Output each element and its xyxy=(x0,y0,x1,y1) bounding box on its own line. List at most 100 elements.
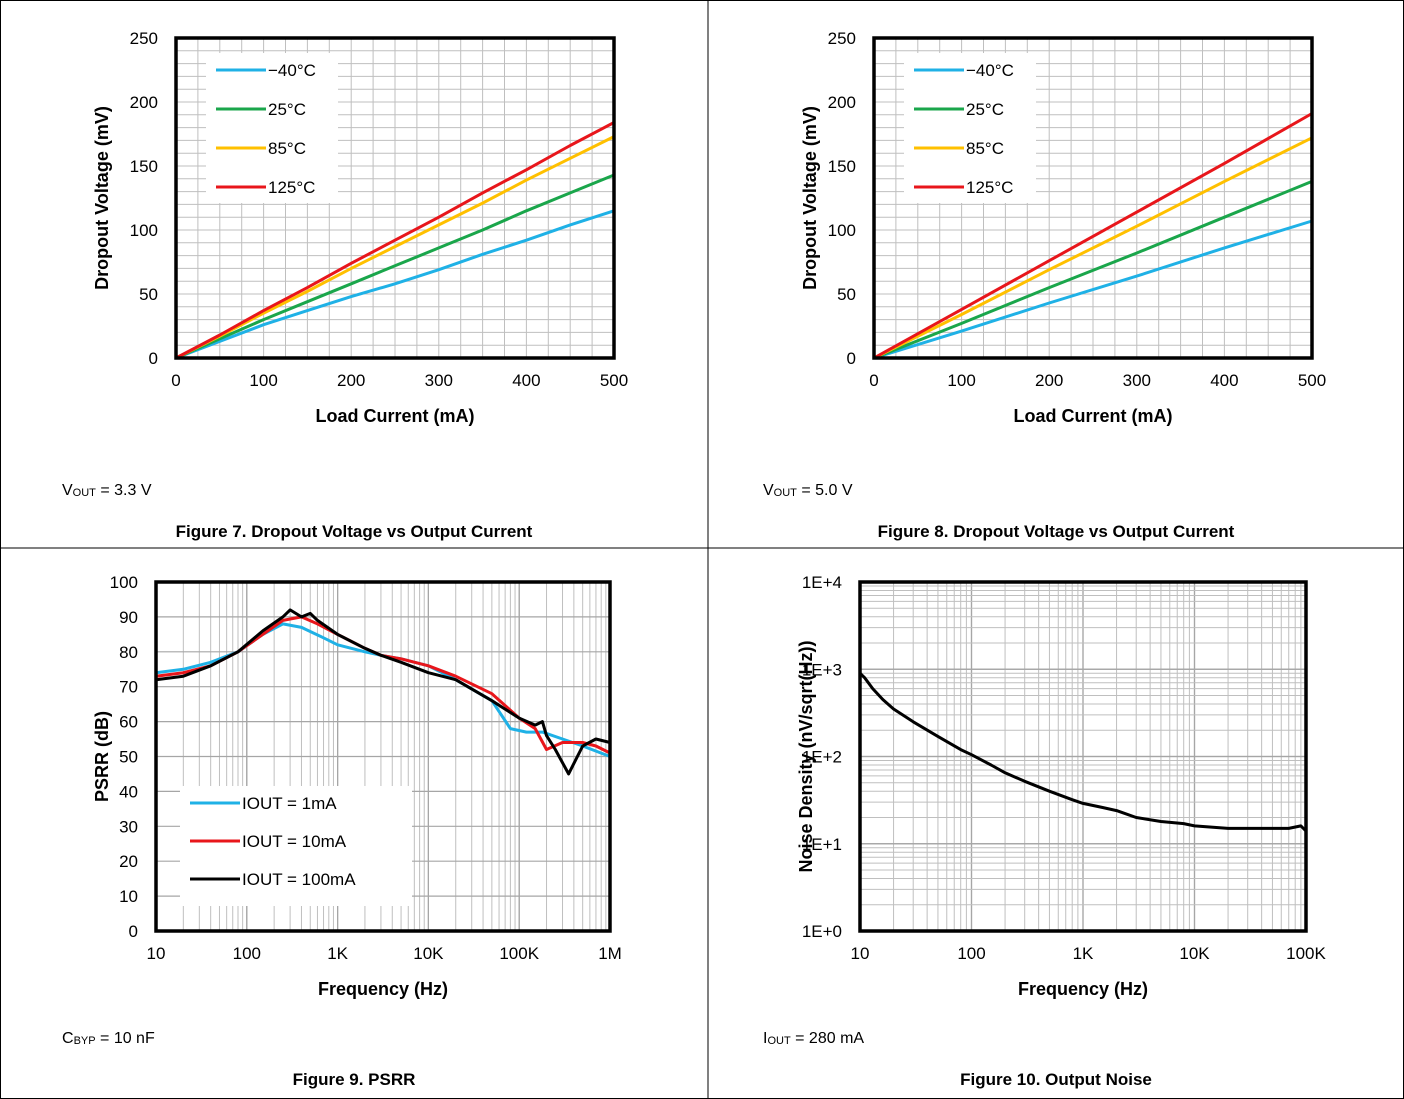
x-tick-label: 100 xyxy=(249,371,277,390)
y-tick-label: 50 xyxy=(139,285,158,304)
x-tick-label: 100K xyxy=(1286,944,1326,963)
legend-label: IOUT = 10mA xyxy=(242,832,347,851)
legend-box xyxy=(180,786,412,906)
series-line xyxy=(175,135,615,360)
condition-suffix: = 280 mA xyxy=(790,1030,865,1047)
y-tick-label: 100 xyxy=(828,221,856,240)
y-tick-label: 50 xyxy=(837,285,856,304)
legend-label: IOUT = 100mA xyxy=(242,870,356,889)
y-tick-label: 90 xyxy=(119,608,138,627)
plot-frame xyxy=(872,36,1314,360)
figure-9-panel: 10 100 1K 10K 100K 1M 0 10 20 30 40 50 60 70 80 90 100 Fr… xyxy=(0,548,708,1099)
noise-chart: 10 100 1K 10K 100K 1E+0 1E+1 1E+2 1E+3 1E+4 Freque… xyxy=(796,573,1327,999)
condition-vout-5v0: VOUT = 5.0 V xyxy=(763,482,853,500)
x-tick-label: 10 xyxy=(147,944,166,963)
y-tick-label: 200 xyxy=(828,93,856,112)
x-tick-label: 300 xyxy=(1123,371,1151,390)
condition-suffix: = 3.3 V xyxy=(95,482,152,499)
y-axis-label: Dropout Voltage (mV) xyxy=(92,106,112,290)
legend-label: 125°C xyxy=(966,178,1013,197)
series-line xyxy=(858,672,1308,833)
legend-label: 25°C xyxy=(268,100,306,119)
x-tick-label: 100 xyxy=(957,944,985,963)
x-axis-label: Load Current (mA) xyxy=(316,406,475,426)
y-tick-label: 30 xyxy=(119,817,138,836)
series-line xyxy=(155,622,611,758)
y-tick-label: 70 xyxy=(119,678,138,697)
condition-suffix: = 5.0 V xyxy=(796,482,853,499)
grid xyxy=(859,581,1307,932)
x-tick-label: 200 xyxy=(1035,371,1063,390)
y-axis-label: PSRR (dB) xyxy=(92,711,112,802)
series-line xyxy=(175,121,615,360)
x-tick-label: 10 xyxy=(851,944,870,963)
psrr-chart: 10 100 1K 10K 100K 1M 0 10 20 30 40 50 60 70 80 90 100 Fr… xyxy=(92,573,622,999)
y-tick-label: 60 xyxy=(119,713,138,732)
plot-frame xyxy=(858,580,1308,933)
y-axis-label: Dropout Voltage (mV) xyxy=(800,106,820,290)
x-tick-label: 0 xyxy=(171,371,180,390)
y-tick-label: 150 xyxy=(828,157,856,176)
y-tick-label: 1E+4 xyxy=(802,573,842,592)
series-line xyxy=(873,112,1313,360)
x-axis-label: Frequency (Hz) xyxy=(318,979,448,999)
y-tick-label: 100 xyxy=(110,573,138,592)
condition-suffix: = 10 nF xyxy=(95,1030,155,1047)
x-tick-label: 10K xyxy=(1179,944,1210,963)
y-tick-label: 1E+3 xyxy=(802,660,842,679)
series-line xyxy=(175,173,615,360)
y-tick-label: 50 xyxy=(119,748,138,767)
x-tick-label: 300 xyxy=(425,371,453,390)
y-tick-label: 250 xyxy=(130,29,158,48)
y-tick-label: 1E+2 xyxy=(802,748,842,767)
condition-prefix: V xyxy=(763,482,774,499)
y-tick-label: 80 xyxy=(119,643,138,662)
condition-sub: OUT xyxy=(72,487,96,499)
x-tick-label: 100K xyxy=(499,944,539,963)
x-tick-label: 500 xyxy=(600,371,628,390)
y-tick-label: 250 xyxy=(828,29,856,48)
x-tick-label: 200 xyxy=(337,371,365,390)
condition-vout-3v3: VOUT = 3.3 V xyxy=(62,482,152,500)
series-line xyxy=(873,219,1313,360)
legend-label: −40°C xyxy=(268,61,316,80)
series-line xyxy=(175,209,615,360)
legend-label: 85°C xyxy=(268,139,306,158)
x-tick-label: 100 xyxy=(233,944,261,963)
y-tick-label: 40 xyxy=(119,782,138,801)
x-tick-label: 500 xyxy=(1298,371,1326,390)
x-axis-label: Frequency (Hz) xyxy=(1018,979,1148,999)
figure-8-caption: Figure 8. Dropout Voltage vs Output Curr… xyxy=(877,522,1235,541)
dropout-5v0-chart: 0 100 200 300 400 500 0 50 100 150 200 250 Load Curr… xyxy=(800,29,1326,426)
legend-label: IOUT = 1mA xyxy=(242,794,337,813)
y-tick-label: 150 xyxy=(130,157,158,176)
series-line xyxy=(873,180,1313,360)
series-line xyxy=(873,136,1313,360)
condition-sub: OUT xyxy=(773,487,797,499)
condition-sub: OUT xyxy=(767,1035,791,1047)
figure-8-panel: 0 100 200 300 400 500 0 50 100 150 200 250 Load Curr… xyxy=(708,0,1404,548)
x-tick-label: 1M xyxy=(598,944,622,963)
y-tick-label: 0 xyxy=(129,922,138,941)
dropout-3v3-chart: 0 100 200 300 400 500 0 50 100 150 200 250 Load Curr… xyxy=(92,29,628,426)
figure-10-caption: Figure 10. Output Noise xyxy=(960,1070,1152,1089)
condition-sub: BYP xyxy=(73,1035,96,1047)
legend-label: −40°C xyxy=(966,61,1014,80)
y-axis-label: Noise Density (nV/sqrt(Hz)) xyxy=(796,640,816,872)
x-tick-label: 1K xyxy=(1073,944,1094,963)
condition-prefix: I xyxy=(763,1030,768,1047)
figure-7-panel: 0 100 200 300 400 500 0 50 100 150 200 250 Load Curr… xyxy=(0,0,708,548)
legend-box xyxy=(206,53,338,203)
plot-frame xyxy=(154,580,612,933)
y-tick-label: 20 xyxy=(119,852,138,871)
legend-box xyxy=(904,53,1036,203)
x-tick-label: 10K xyxy=(413,944,444,963)
x-tick-label: 1K xyxy=(327,944,348,963)
x-tick-label: 400 xyxy=(1210,371,1238,390)
y-tick-label: 0 xyxy=(847,349,856,368)
condition-cbyp: CBYP = 10 nF xyxy=(62,1030,155,1048)
y-tick-label: 10 xyxy=(119,887,138,906)
x-tick-label: 100 xyxy=(947,371,975,390)
y-tick-label: 1E+1 xyxy=(802,835,842,854)
series-line xyxy=(155,608,611,776)
